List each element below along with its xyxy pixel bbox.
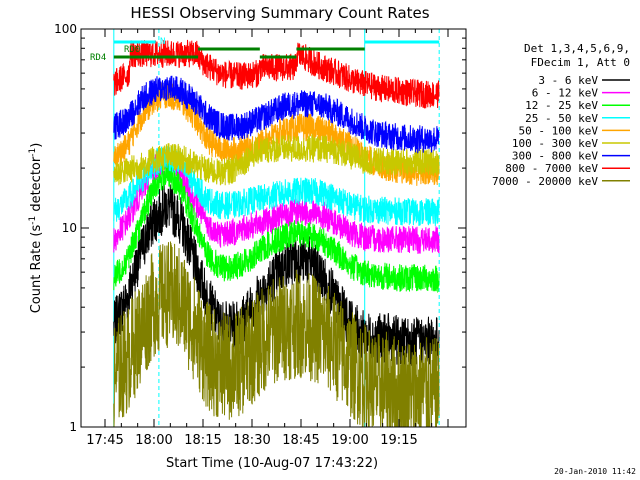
legend-header-2: FDecim 1, Att 0: [531, 56, 630, 69]
axes: 1 10 100 17:45 18:00 18:15 18:30 18:45 19:00 19:1…: [54, 22, 467, 448]
series-line-6: [113, 75, 440, 154]
y-tick-label-2: 100: [54, 22, 77, 36]
legend-label-3: 25 - 50 keV: [525, 112, 598, 125]
legend-label-1: 6 - 12 keV: [532, 87, 599, 100]
legend-label-7: 800 - 7000 keV: [505, 162, 598, 175]
legend: Det 1,3,4,5,6,9, FDecim 1, Att 0 3 - 6 k…: [492, 42, 630, 188]
x-axis-label: Start Time (10-Aug-07 17:43:22): [166, 456, 378, 471]
series-group: [113, 39, 440, 427]
flag-label-2: RD0: [124, 45, 140, 55]
x-tick-label-0: 17:45: [86, 433, 123, 448]
legend-label-4: 50 - 100 keV: [519, 124, 599, 137]
flag-label-1: N: [160, 37, 165, 47]
series-line-8: [113, 241, 440, 427]
y-axis-label: Count Rate (s-1 detector-1): [28, 143, 44, 314]
legend-label-8: 7000 - 20000 keV: [492, 175, 598, 188]
series-line-2: [113, 159, 440, 294]
x-tick-label-5: 19:00: [331, 433, 368, 448]
series-line-5: [113, 133, 440, 186]
legend-header-1: Det 1,3,4,5,6,9,: [524, 42, 630, 55]
chart-title: HESSI Observing Summary Count Rates: [130, 4, 429, 22]
plot-area: N RD0 RD4: [90, 29, 440, 427]
y-tick-label-0: 1: [69, 420, 77, 434]
footer-timestamp: 20-Jan-2010 11:42: [554, 467, 636, 476]
x-tick-label-6: 19:15: [380, 433, 417, 448]
legend-label-2: 12 - 25 keV: [525, 99, 598, 112]
x-tick-label-4: 18:45: [282, 433, 319, 448]
legend-label-6: 300 - 800 keV: [512, 150, 598, 163]
y-tick-label-1: 10: [62, 221, 77, 235]
legend-label-5: 100 - 300 keV: [512, 137, 598, 150]
x-tick-label-1: 18:00: [135, 433, 172, 448]
x-tick-label-2: 18:15: [184, 433, 221, 448]
flag-label-3: RD4: [90, 53, 106, 63]
series-line-0: [113, 184, 440, 366]
legend-label-0: 3 - 6 keV: [538, 74, 598, 87]
x-tick-label-3: 18:30: [233, 433, 270, 448]
series-line-7: [113, 39, 440, 109]
